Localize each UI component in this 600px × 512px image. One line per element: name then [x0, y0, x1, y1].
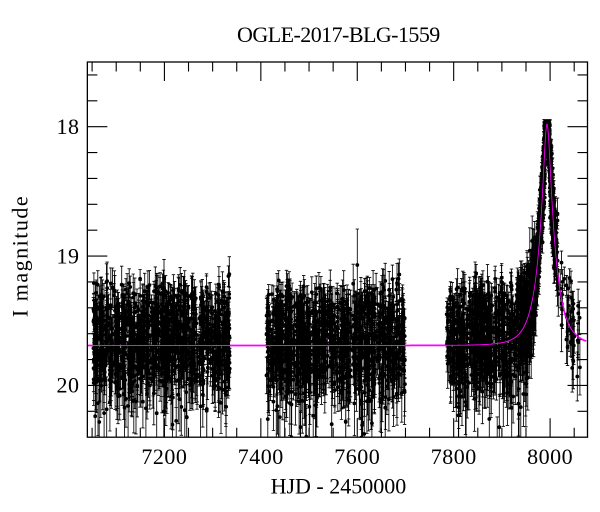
svg-text:OGLE-2017-BLG-1559: OGLE-2017-BLG-1559: [237, 22, 440, 47]
svg-text:8000: 8000: [527, 444, 573, 469]
svg-text:I magnitude: I magnitude: [8, 195, 33, 317]
svg-text:7400: 7400: [238, 444, 284, 469]
svg-text:18: 18: [57, 114, 80, 139]
svg-text:19: 19: [57, 243, 80, 268]
svg-text:HJD - 2450000: HJD - 2450000: [271, 473, 407, 498]
svg-text:7600: 7600: [334, 444, 380, 469]
svg-text:7800: 7800: [431, 444, 477, 469]
svg-text:7200: 7200: [141, 444, 187, 469]
svg-text:20: 20: [57, 373, 80, 398]
